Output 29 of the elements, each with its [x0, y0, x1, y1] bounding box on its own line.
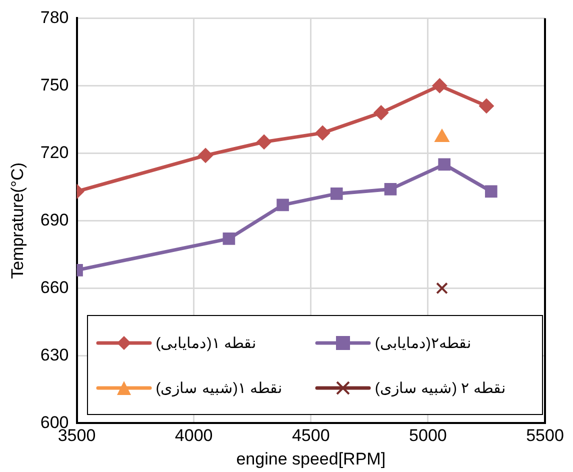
- point: [198, 148, 214, 163]
- point: [432, 78, 448, 94]
- point: [438, 158, 450, 171]
- legend-label: نقطه ۱(دمایابی): [156, 334, 256, 352]
- y-tick-label: 720: [40, 142, 69, 162]
- x-tick-label: 5000: [409, 426, 447, 446]
- legend-label: نقطه ۲ (شبیه سازی): [374, 378, 506, 397]
- x-tick-label: 5500: [526, 426, 564, 446]
- point: [315, 125, 330, 140]
- x-axis-title: engine speed[RPM]: [236, 449, 386, 468]
- legend-label: نقطه ۱(شبیه سازی): [156, 378, 282, 397]
- point: [478, 98, 494, 114]
- y-tick-label: 750: [40, 75, 69, 94]
- point: [384, 183, 397, 196]
- y-tick-label: 780: [40, 8, 69, 27]
- point: [276, 198, 289, 212]
- legend-label: نقطه۲(دمایابی): [374, 334, 471, 352]
- y-tick-label: 660: [40, 278, 69, 297]
- point: [374, 105, 389, 120]
- point: [484, 185, 498, 198]
- y-tick-label: 630: [40, 345, 69, 364]
- point: [222, 232, 236, 245]
- x-tick-label: 4000: [174, 426, 213, 446]
- x-tick-label: 4500: [292, 426, 330, 446]
- point: [436, 282, 448, 294]
- y-axis-title: Temprature(°C): [8, 162, 27, 279]
- point: [256, 134, 272, 150]
- y-tick-label: 690: [40, 210, 69, 230]
- point: [330, 188, 343, 200]
